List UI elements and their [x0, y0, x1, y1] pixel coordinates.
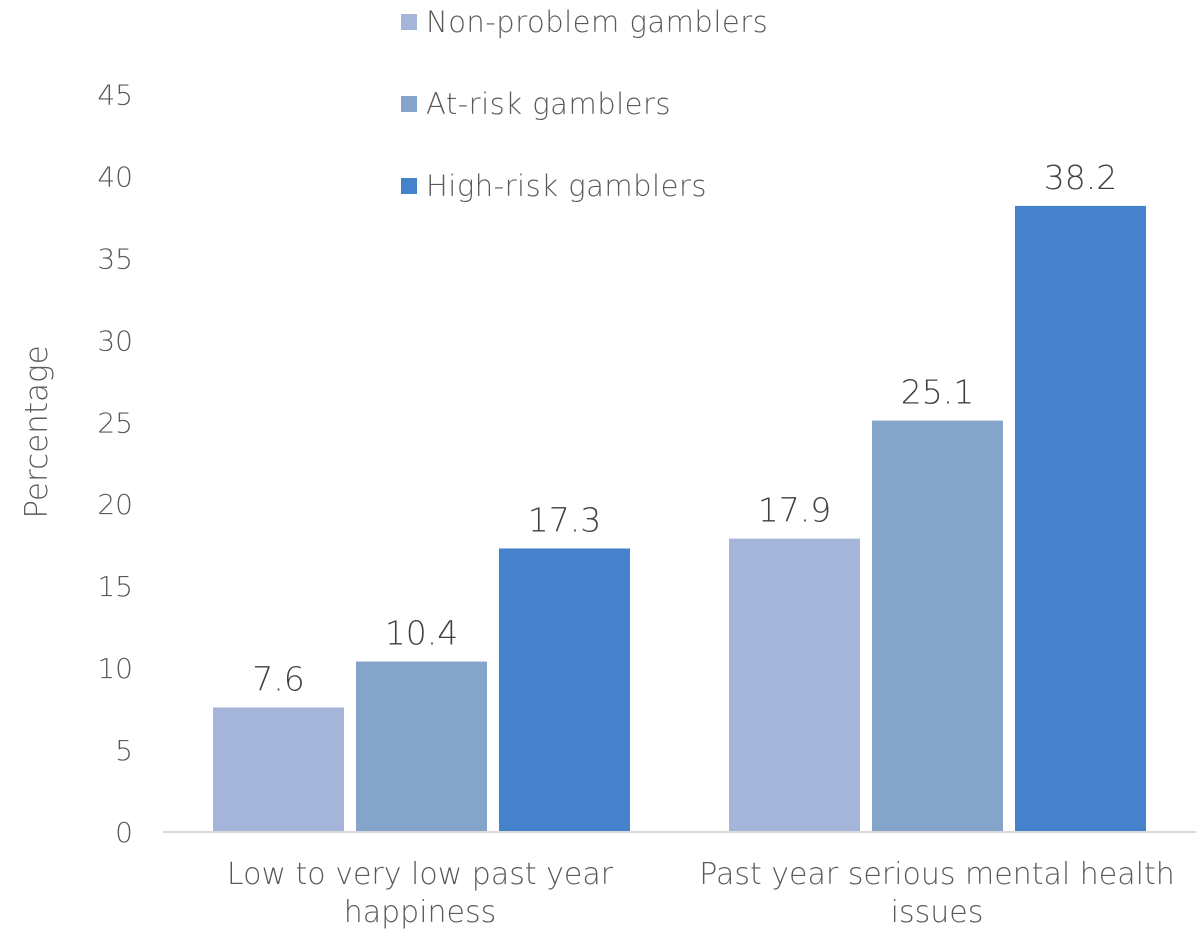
- y-tick-label: 45: [97, 78, 133, 111]
- x-tick-label: issues: [891, 895, 984, 930]
- legend-swatch: [401, 96, 417, 112]
- bar: [729, 538, 860, 832]
- legend-label: High-risk gamblers: [426, 169, 707, 203]
- y-axis-ticks: 0 5 10 15 20 25 30 35 40 45: [97, 78, 133, 849]
- y-tick-label: 0: [115, 816, 133, 849]
- legend: Non-problem gamblers At-risk gamblers High…: [401, 5, 768, 203]
- bar: [1015, 205, 1146, 833]
- data-label: 25.1: [901, 373, 974, 412]
- y-tick-label: 20: [97, 488, 133, 521]
- y-tick-label: 25: [97, 406, 133, 439]
- legend-swatch: [401, 14, 417, 30]
- y-tick-label: 10: [97, 652, 133, 685]
- data-label: 10.4: [385, 614, 458, 653]
- y-tick-label: 40: [97, 160, 133, 193]
- data-label: 17.3: [528, 500, 601, 539]
- data-label: 38.2: [1044, 158, 1117, 197]
- legend-label: At-risk gamblers: [426, 87, 671, 121]
- bars: [213, 205, 1146, 833]
- bar: [356, 661, 487, 832]
- data-label: 7.6: [252, 659, 304, 698]
- legend-label: Non-problem gamblers: [426, 5, 768, 39]
- bar: [499, 548, 630, 832]
- y-tick-label: 35: [97, 242, 133, 275]
- bar: [213, 707, 344, 832]
- y-tick-label: 30: [97, 324, 133, 357]
- x-tick-label: happiness: [344, 895, 497, 930]
- x-tick-label: Low to very low past year: [227, 857, 614, 892]
- data-labels: 7.6 17.9 10.4 25.1 17.3 38.2: [252, 158, 1117, 699]
- y-tick-label: 5: [115, 734, 133, 767]
- x-tick-label: Past year serious mental health: [699, 857, 1175, 892]
- y-tick-label: 15: [97, 570, 133, 603]
- legend-swatch: [401, 178, 417, 194]
- bar: [872, 420, 1003, 832]
- y-axis-label: Percentage: [19, 345, 55, 518]
- data-label: 17.9: [758, 491, 831, 530]
